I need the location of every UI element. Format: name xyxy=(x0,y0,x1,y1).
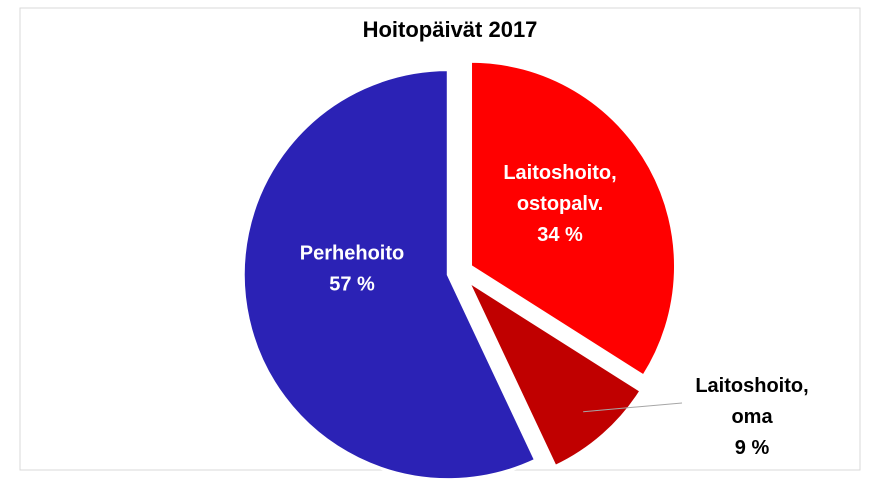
value-label: 34 % xyxy=(537,224,583,246)
category-label-line: Laitoshoito, xyxy=(503,162,616,184)
slice-label: Perhehoito 57 % xyxy=(300,243,404,296)
slice-label: Laitoshoito, oma 9 % xyxy=(695,375,808,459)
category-label-line: Laitoshoito, xyxy=(695,375,808,397)
category-label: Perhehoito xyxy=(300,243,404,265)
category-label: Laitoshoito, ostopalv. xyxy=(503,162,616,215)
category-label-line: Perhehoito xyxy=(300,243,404,265)
chart-title: Hoitopäivät 2017 xyxy=(363,17,538,42)
value-label: 57 % xyxy=(329,274,375,296)
category-label: Laitoshoito, oma xyxy=(695,375,808,428)
pie-slice xyxy=(241,68,538,482)
leader-line xyxy=(583,402,683,413)
pie-slice xyxy=(464,276,644,469)
value-label: 9 % xyxy=(735,437,770,459)
category-label-line: ostopalv. xyxy=(517,193,603,215)
slice-label: Laitoshoito, ostopalv. 34 % xyxy=(503,162,616,246)
category-label-line: oma xyxy=(731,406,773,428)
pie-slice xyxy=(469,59,678,379)
